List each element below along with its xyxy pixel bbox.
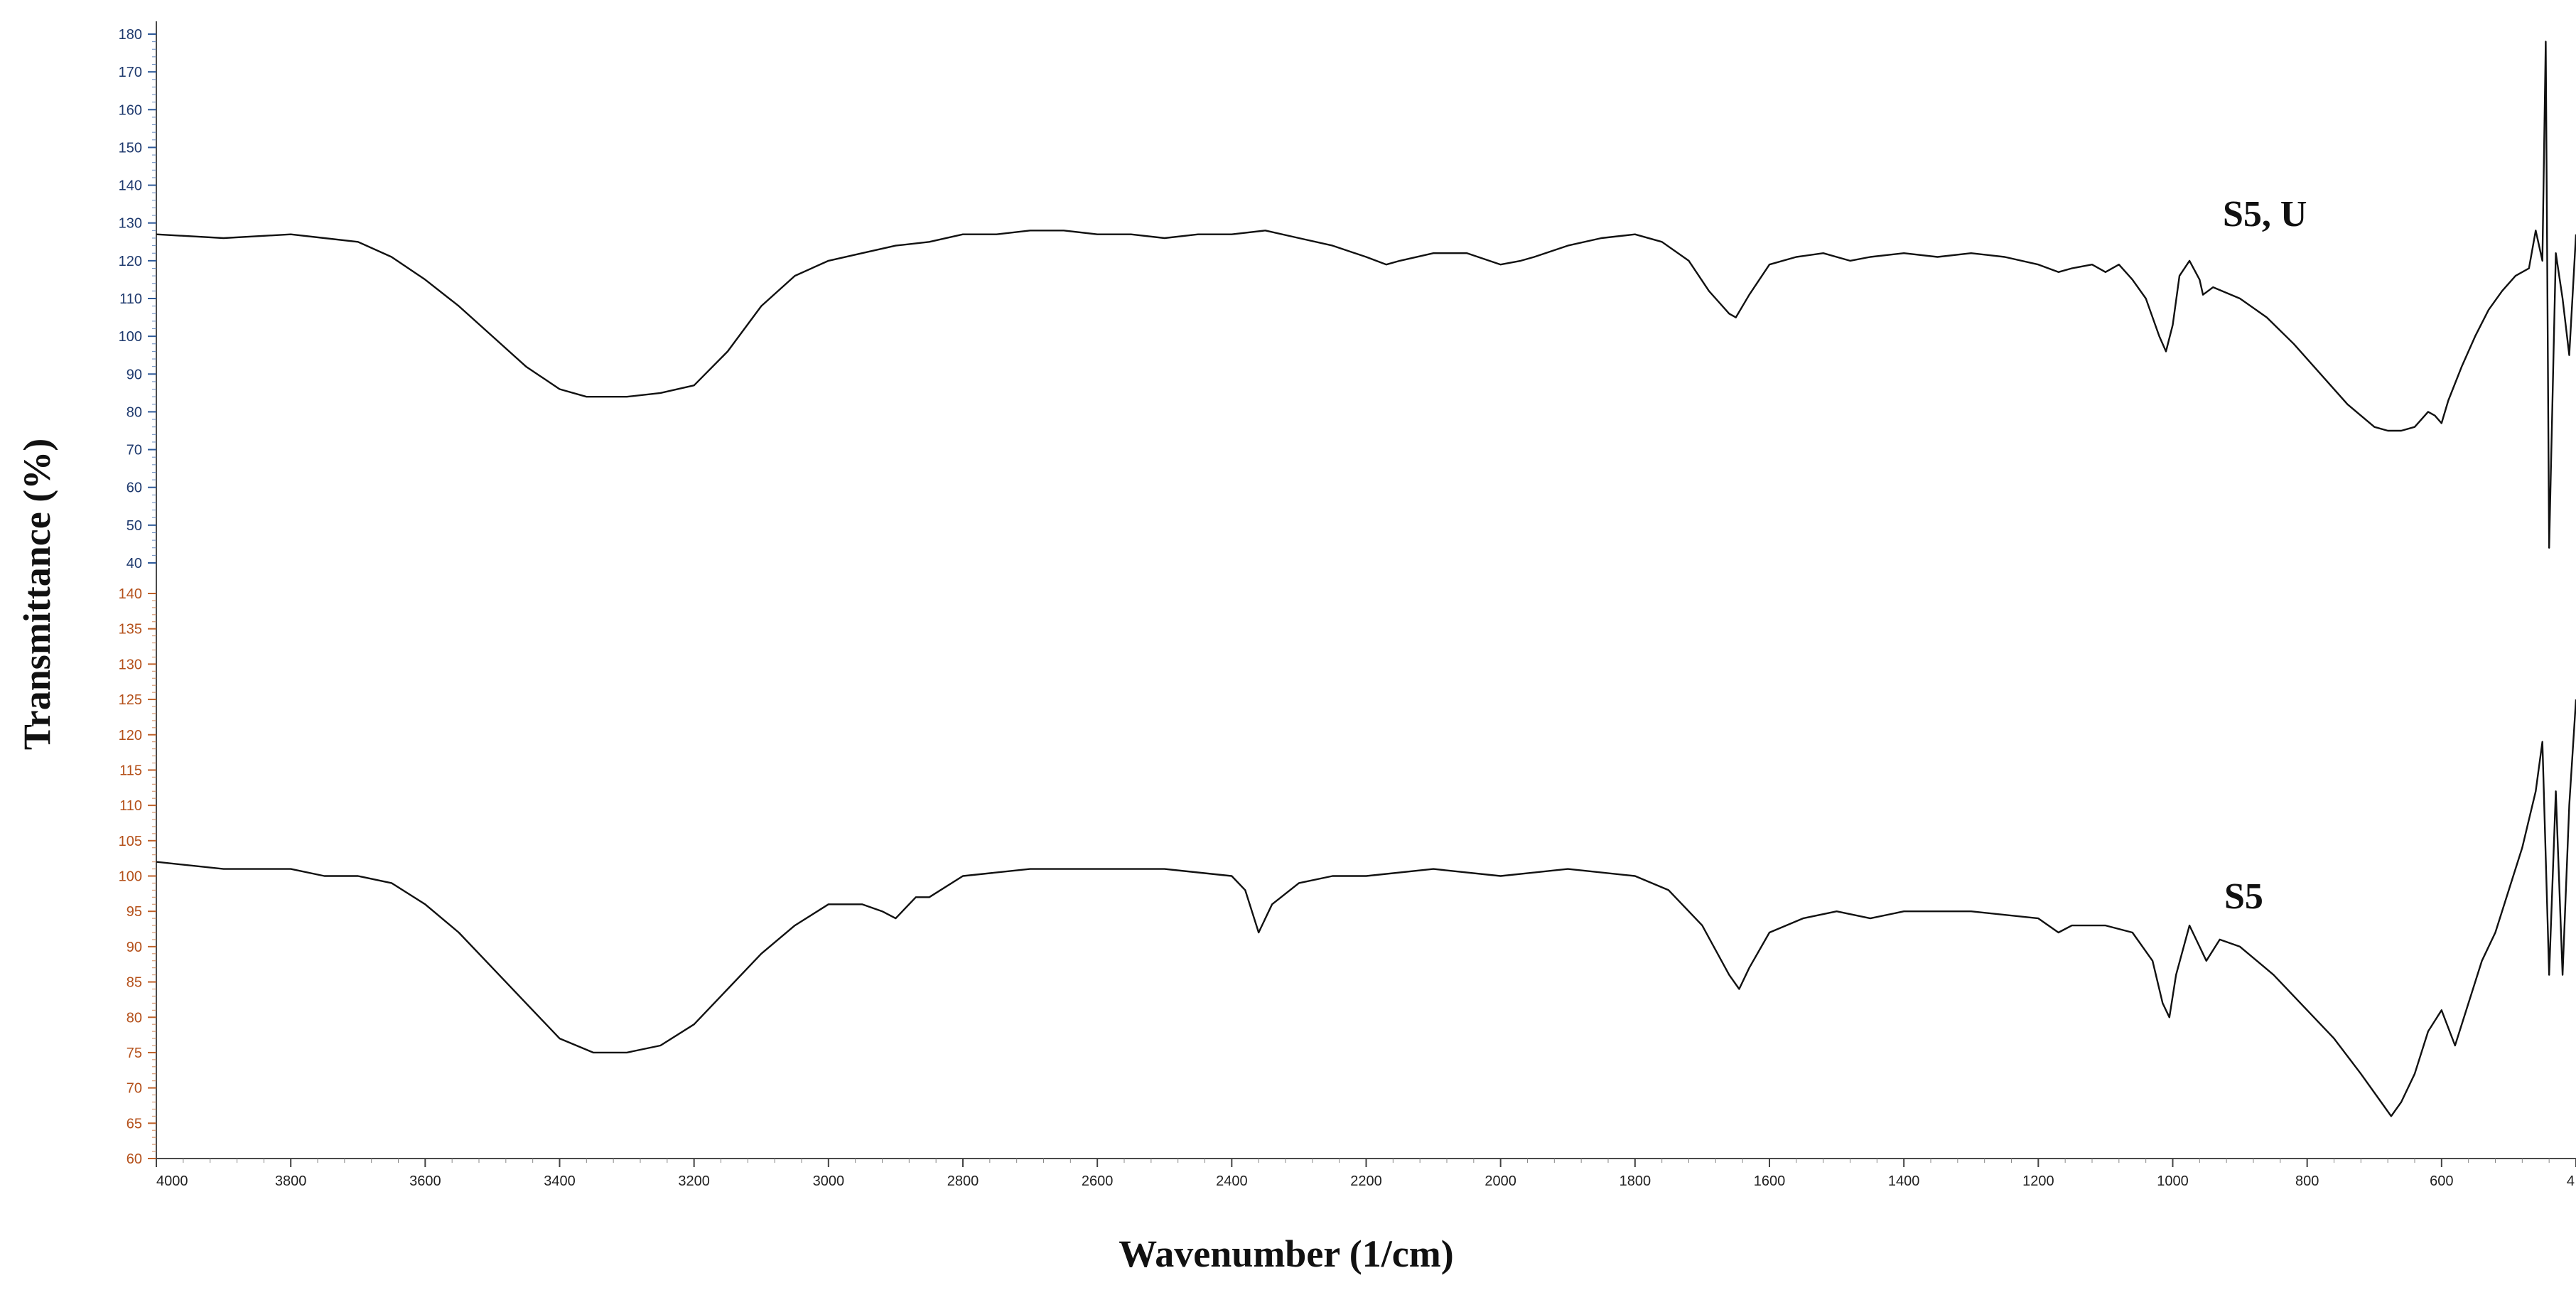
axes-group [156,21,2576,1159]
y-tick-label-lower: 140 [119,586,142,602]
x-tick-label: 1400 [1888,1173,1920,1189]
x-ticks-group: 4000 3800 3600 3400 3200 3000 2800 2600 2400 2200… [156,1159,2576,1189]
y-tick-label-lower: 100 [119,869,142,885]
y-tick-label-upper: 40 [126,556,142,571]
y-tick-label-upper: 140 [119,178,142,194]
x-tick-label: 600 [2430,1173,2453,1189]
x-tick-label: 2000 [1484,1173,1516,1189]
y-tick-label-upper: 50 [126,518,142,534]
x-tick-label: 3800 [275,1173,307,1189]
x-tick-label: 3400 [544,1173,576,1189]
y-tick-label-upper: 60 [126,480,142,496]
y-tick-label-upper: 170 [119,65,142,80]
y-tick-label-lower: 65 [126,1116,142,1132]
y-tick-label-lower: 70 [126,1081,142,1097]
y-axis-title: Transmittance (%) [16,439,58,750]
y-tick-label-upper: 110 [119,291,142,307]
y-tick-label-lower: 75 [126,1046,142,1061]
series-line-s5 [156,699,2576,1117]
y-tick-label-lower: 135 [119,622,142,638]
y-tick-label-upper: 150 [119,140,142,156]
x-tick-label: 2800 [947,1173,979,1189]
x-tick-label: 2400 [1216,1173,1248,1189]
x-tick-label: 2200 [1350,1173,1382,1189]
x-tick-label: 800 [2295,1173,2319,1189]
series-label-s5: S5 [2224,876,2263,917]
y-tick-label-upper: 90 [126,367,142,382]
x-tick-label: 3600 [409,1173,441,1189]
series-label-s5-u: S5, U [2223,194,2307,235]
y-tick-label-upper: 80 [126,404,142,420]
series-group [156,41,2576,1117]
series-line-s5-u [156,41,2576,549]
y-tick-label-upper: 160 [119,102,142,118]
y-tick-label-upper: 70 [126,443,142,458]
y-tick-label-lower: 105 [119,834,142,849]
x-tick-label: 1000 [2157,1173,2189,1189]
y-ticks-upper-group: 40 50 60 70 80 90 100 110 120 130 140 150 160 170 180 [119,27,156,571]
y-tick-label-lower: 125 [119,692,142,708]
y-tick-label-lower: 120 [119,728,142,743]
x-tick-label: 1600 [1754,1173,1786,1189]
y-tick-label-lower: 110 [119,798,142,814]
y-tick-label-lower: 115 [119,763,142,778]
y-tick-label-upper: 100 [119,329,142,345]
y-ticks-lower-group: 60 65 70 75 80 85 90 95 100 105 110 115 120 125 130 135… [119,586,156,1167]
x-tick-label: 1200 [2022,1173,2054,1189]
y-tick-label-lower: 80 [126,1010,142,1026]
x-tick-label: 4 [2567,1173,2575,1189]
x-tick-label: 2600 [1082,1173,1114,1189]
y-tick-label-lower: 95 [126,904,142,920]
y-tick-label-lower: 85 [126,975,142,991]
x-tick-label: 3200 [678,1173,710,1189]
x-tick-label: 3000 [813,1173,845,1189]
x-tick-label: 1800 [1620,1173,1651,1189]
x-axis-title: Wavenumber (1/cm) [1119,1232,1453,1275]
y-tick-label-upper: 180 [119,27,142,43]
y-tick-label-lower: 130 [119,657,142,672]
y-tick-label-lower: 60 [126,1151,142,1167]
y-tick-label-lower: 90 [126,940,142,955]
x-tick-label: 4000 [156,1173,188,1189]
y-tick-label-upper: 130 [119,216,142,232]
y-tick-label-upper: 120 [119,254,142,269]
